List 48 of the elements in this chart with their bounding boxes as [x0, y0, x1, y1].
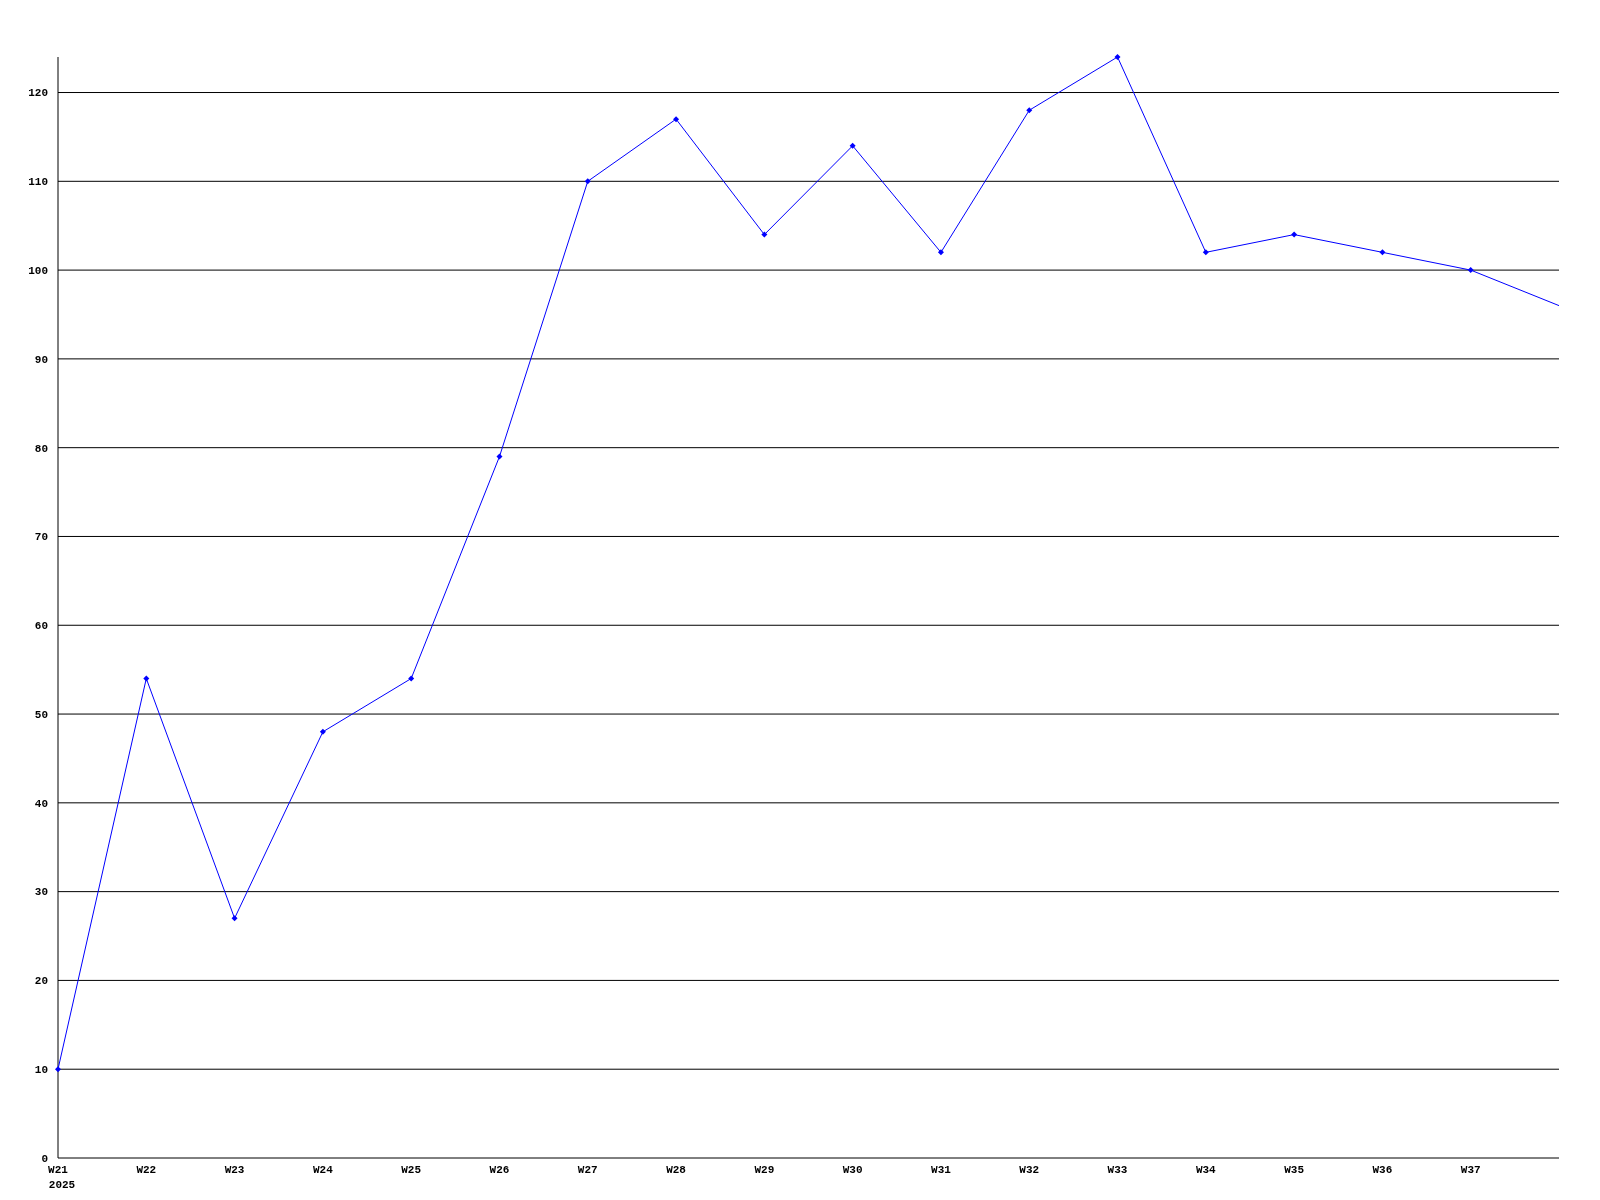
point	[1379, 249, 1386, 256]
point	[1291, 231, 1298, 238]
point	[1026, 107, 1033, 114]
point	[584, 178, 591, 185]
y-tick-label: 10	[34, 1064, 48, 1077]
x-tick-label: W36	[1372, 1164, 1393, 1176]
x-tick-label: W21	[48, 1164, 69, 1176]
point	[1202, 249, 1209, 256]
y-tick-label: 110	[28, 176, 48, 189]
y-tick-label: 20	[34, 975, 48, 988]
y-tick-label: 60	[34, 620, 48, 633]
x-tick-label: W32	[1019, 1164, 1040, 1176]
x-tick-label: W26	[489, 1164, 510, 1176]
x-tick-label: W35	[1284, 1164, 1305, 1176]
x-tick-label: W34	[1195, 1164, 1217, 1176]
x-tick-label: W24	[312, 1164, 334, 1176]
x-tick-label: W29	[754, 1164, 775, 1176]
x-tick-label: W31	[931, 1164, 952, 1176]
point	[1114, 54, 1121, 60]
y-tick-label: 120	[28, 87, 48, 100]
x-tick-label: W33	[1107, 1164, 1128, 1176]
text: 2025	[48, 1179, 76, 1191]
point	[849, 142, 856, 149]
point	[231, 915, 238, 922]
point	[143, 675, 150, 682]
x-tick-label: W28	[666, 1164, 687, 1176]
point	[55, 1066, 61, 1073]
y-tick-label: 100	[28, 264, 48, 277]
point	[761, 231, 768, 238]
y-tick-label: 0	[41, 1152, 48, 1165]
x-tick-label: W23	[224, 1164, 245, 1176]
y-tick-label: 90	[34, 353, 48, 366]
point	[408, 675, 415, 682]
point	[673, 116, 680, 123]
y-tick-label: 50	[34, 708, 48, 721]
y-tick-label: 80	[34, 442, 48, 455]
x-tick-label: W37	[1460, 1164, 1481, 1176]
x-tick-label: W22	[136, 1164, 157, 1176]
y-tick-label: 70	[34, 531, 48, 544]
point	[496, 453, 503, 460]
y-tick-label: 40	[34, 797, 48, 810]
x-tick-label: W27	[577, 1164, 598, 1176]
x-tick-label: W25	[401, 1164, 422, 1176]
point	[319, 728, 326, 735]
y-tick-label: 30	[34, 886, 48, 899]
point	[937, 249, 944, 256]
x-tick-label: W30	[842, 1164, 863, 1176]
point	[1467, 267, 1474, 274]
